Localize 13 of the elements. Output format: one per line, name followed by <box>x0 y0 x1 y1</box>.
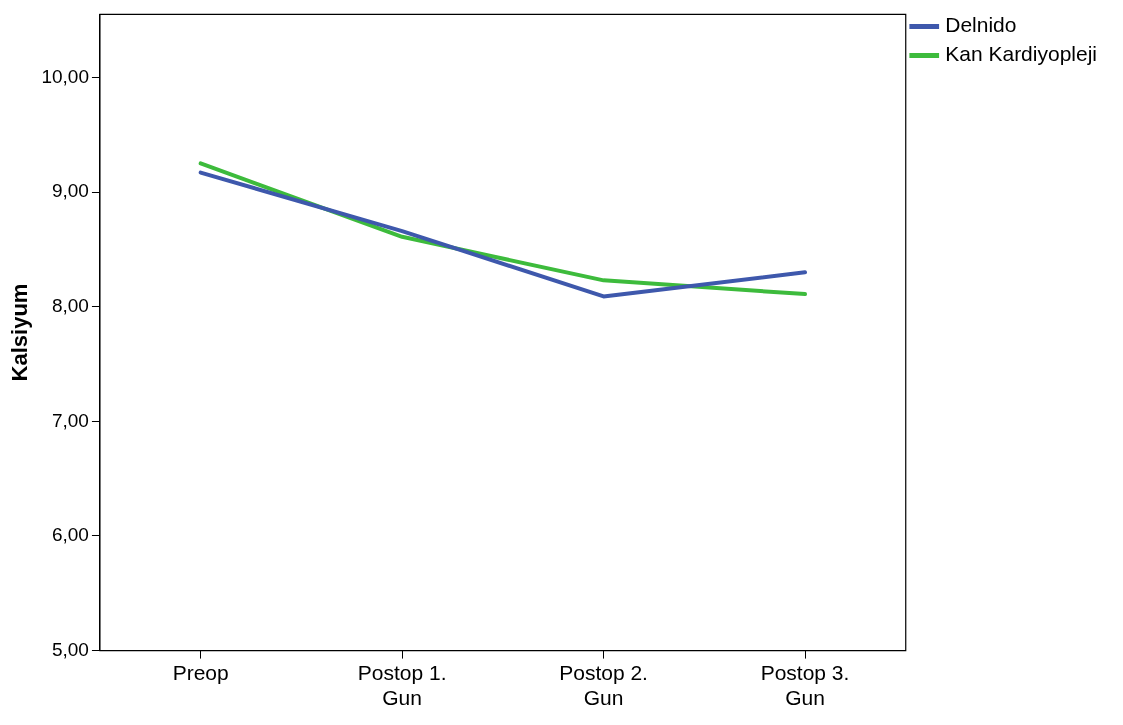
legend-label: Delnido <box>945 13 1017 37</box>
y-axis-title: Kalsiyum <box>7 283 33 382</box>
y-tick-label: 10,00 <box>41 65 89 87</box>
y-tick-label: 7,00 <box>51 409 89 431</box>
y-tick-label: 6,00 <box>51 524 89 546</box>
x-tick-label: Postop 2. Gun <box>559 661 648 710</box>
y-tick-label: 5,00 <box>51 638 89 660</box>
legend-label: Kan Kardiyopleji <box>945 42 1098 66</box>
x-tick-label: Postop 1. Gun <box>357 661 447 710</box>
y-tick-label: 9,00 <box>51 180 89 202</box>
x-tick-label: Preop <box>172 661 229 684</box>
y-tick-label: 8,00 <box>51 294 89 316</box>
x-tick-label: Postop 3. Gun <box>760 661 850 710</box>
